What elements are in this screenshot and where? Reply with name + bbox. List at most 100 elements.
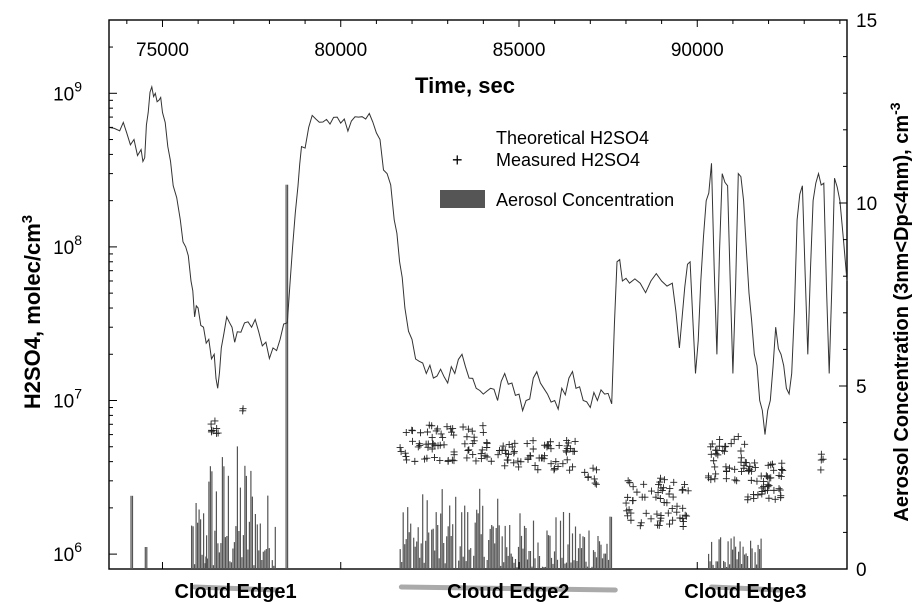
measured-marker: [428, 445, 436, 453]
measured-marker: [501, 462, 509, 470]
measured-marker: [666, 520, 674, 528]
measured-marker: [764, 461, 772, 469]
aerosol-bar: [242, 535, 244, 569]
measured-marker: [465, 446, 473, 454]
legend-label-theoretical: Theoretical H2SO4: [496, 128, 649, 148]
measured-marker: [543, 443, 551, 451]
aerosol-bar: [438, 558, 440, 569]
measured-marker: [660, 476, 668, 484]
aerosol-bar: [420, 543, 422, 569]
measured-marker: [401, 449, 409, 457]
aerosol-bar: [479, 488, 481, 569]
aerosol-bar: [204, 563, 206, 569]
measured-marker: [448, 456, 456, 464]
measured-marker: [213, 424, 221, 432]
aerosol-bar: [571, 533, 574, 569]
aerosol-bar: [214, 530, 216, 569]
measured-marker: [517, 458, 525, 466]
measured-marker: [563, 444, 571, 452]
aerosol-bar: [534, 558, 536, 569]
legend-marker-measured: +: [452, 150, 463, 170]
cloud-edge-label: Cloud Edge2: [447, 581, 569, 602]
aerosol-bar: [195, 503, 197, 569]
measured-marker: [469, 451, 477, 459]
aerosol-bar: [431, 529, 433, 569]
aerosol-bar: [582, 536, 584, 569]
aerosol-bar: [265, 549, 267, 569]
aerosol-bar: [580, 548, 583, 569]
measured-marker: [622, 499, 630, 507]
aerosol-bar: [251, 496, 253, 569]
measured-marker: [627, 516, 635, 524]
measured-marker: [723, 468, 731, 476]
aerosol-bar: [258, 550, 260, 569]
aerosol-bar: [259, 523, 261, 569]
measured-marker: [733, 477, 741, 485]
legend-label-measured: Measured H2SO4: [496, 150, 640, 170]
cloud-edge-bar: [709, 584, 782, 593]
measured-marker: [515, 463, 523, 471]
measured-marker: [708, 440, 716, 448]
measured-marker: [546, 438, 554, 446]
measured-marker: [740, 462, 748, 470]
measured-marker: [436, 456, 444, 464]
measured-marker: [642, 509, 650, 517]
y-left-tick-label: 109: [53, 78, 82, 105]
aerosol-bar: [405, 539, 407, 569]
aerosol-bar: [559, 520, 562, 569]
aerosol-bar: [561, 557, 563, 569]
measured-marker: [681, 511, 689, 519]
measured-marker: [472, 457, 480, 465]
measured-marker: [487, 457, 495, 465]
measured-marker: [711, 463, 719, 471]
aerosol-bar: [573, 560, 575, 569]
y-right-tick-label: 5: [856, 377, 867, 398]
measured-marker: [529, 445, 537, 453]
aerosol-bar: [462, 556, 464, 569]
aerosol-bar: [146, 547, 148, 569]
y-right-tick-label: 15: [856, 11, 877, 32]
aerosol-bar: [247, 549, 249, 569]
y-left-tick-base: 10: [53, 84, 74, 105]
aerosol-bar: [198, 509, 200, 569]
aerosol-bar: [522, 548, 524, 569]
y-right-axis-title-sup: -3: [887, 102, 903, 115]
measured-marker: [659, 484, 667, 492]
measured-marker: [547, 445, 555, 453]
aerosol-bar: [452, 524, 454, 569]
measured-marker: [637, 519, 645, 527]
aerosol-bar: [486, 560, 488, 569]
aerosol-bar: [525, 528, 527, 569]
aerosol-bar: [513, 562, 515, 569]
aerosol-bar: [221, 457, 223, 569]
aerosol-bar: [739, 541, 741, 569]
measured-marker: [725, 464, 733, 472]
measured-marker: [753, 477, 761, 485]
aerosol-bar: [419, 557, 421, 569]
aerosol-bar: [514, 559, 517, 569]
x-ticks: 75000 80000 85000 90000: [126, 20, 841, 569]
aerosol-bar: [201, 554, 203, 569]
aerosol-bar: [555, 517, 557, 569]
aerosol-bar: [600, 544, 602, 569]
aerosol-bar: [598, 541, 601, 569]
measured-marker: [758, 490, 766, 498]
measured-marker: [478, 446, 486, 454]
measured-marker: [738, 467, 746, 475]
measured-marker: [712, 470, 720, 478]
aerosol-bar: [271, 560, 273, 569]
aerosol-bar: [446, 536, 448, 569]
aerosol-bar: [440, 513, 442, 569]
y-left-tick-label: 108: [53, 232, 82, 259]
aerosol-bar: [745, 553, 747, 569]
measured-marker: [459, 423, 467, 431]
aerosol-bar: [754, 552, 756, 569]
aerosol-bar: [741, 564, 743, 569]
measured-marker: [591, 479, 599, 487]
measured-marker: [581, 468, 589, 476]
aerosol-bar: [607, 559, 610, 569]
measured-marker: [464, 425, 472, 433]
aerosol-bar: [432, 528, 434, 569]
aerosol-bar: [544, 566, 547, 569]
